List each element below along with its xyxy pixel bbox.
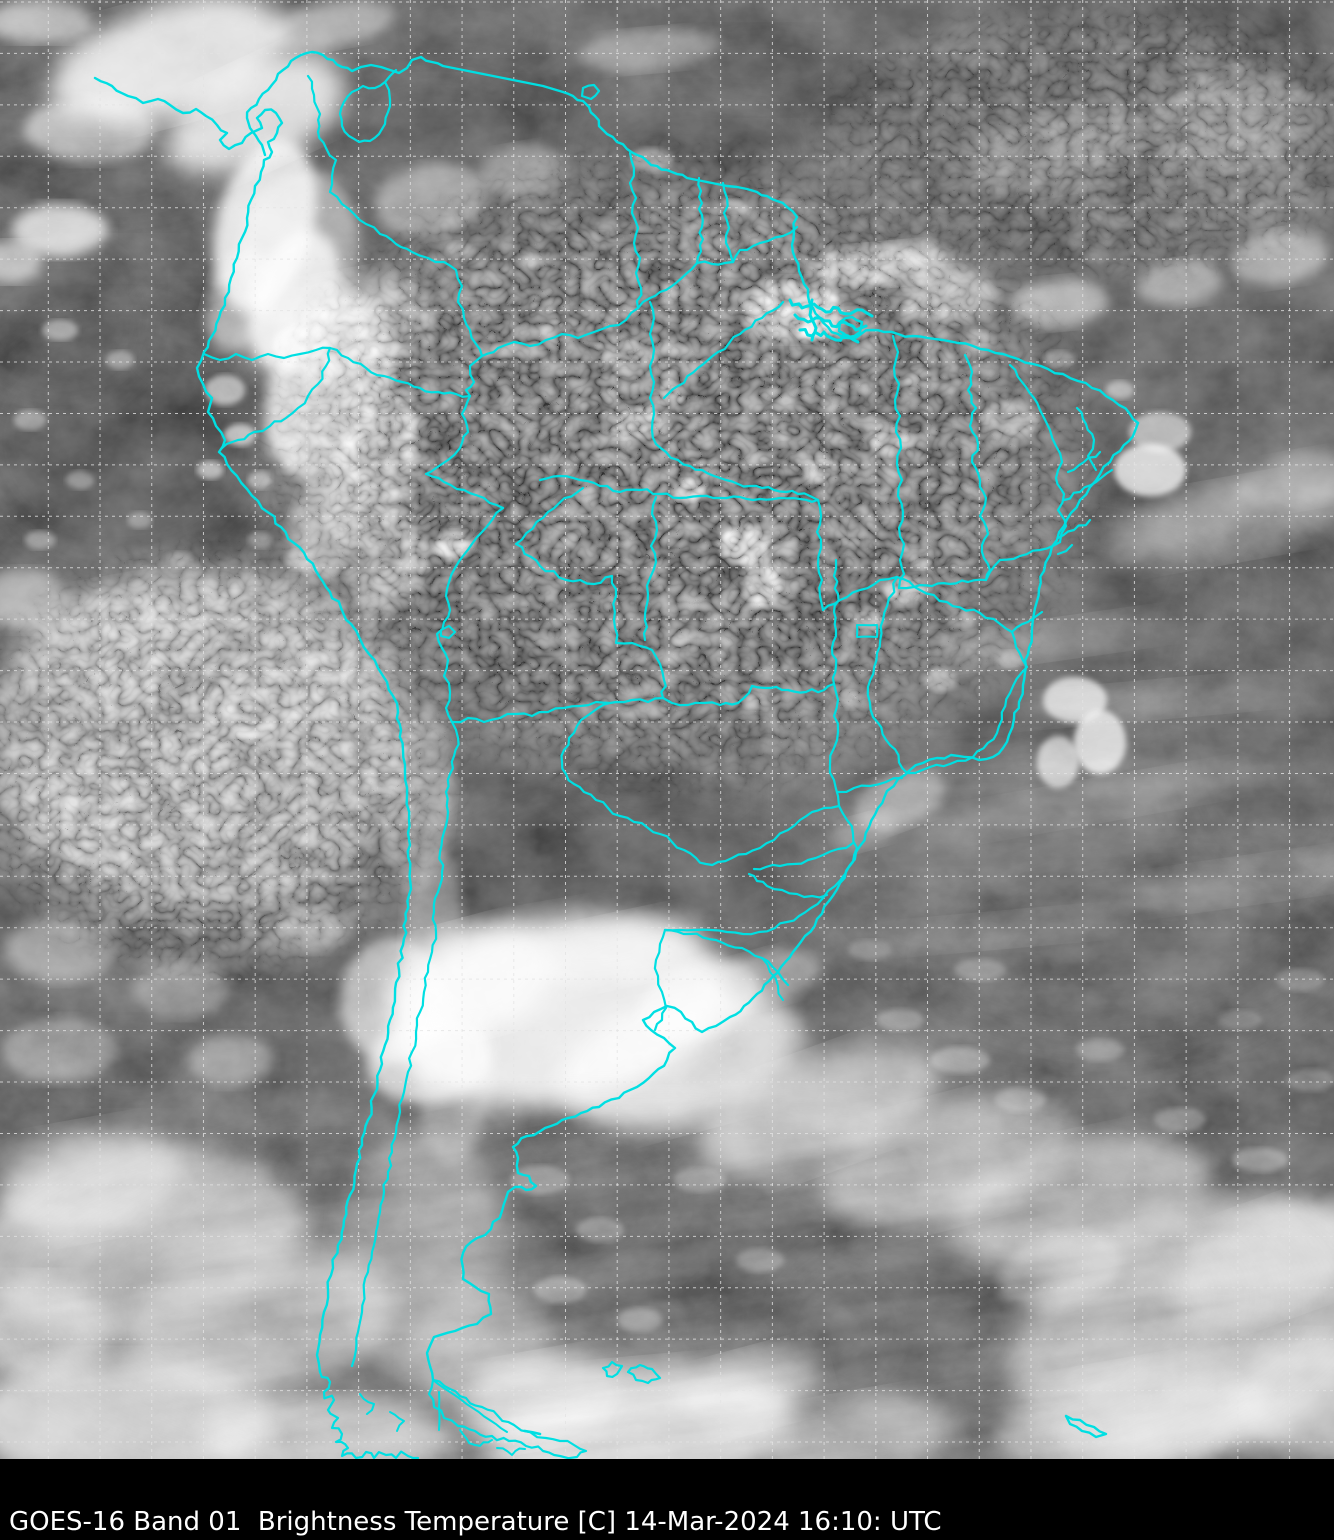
border-ve-gy — [628, 151, 643, 310]
border-pr-sc — [752, 841, 855, 871]
coast-pacific — [93, 76, 413, 1374]
amazon-mouth-1 — [788, 298, 874, 318]
islands-w-2 — [359, 1393, 375, 1415]
border-gf-br — [731, 225, 799, 264]
tdf-border-1 — [432, 1379, 508, 1433]
border-ma-pi — [963, 353, 992, 582]
border-pi-ce — [1008, 363, 1068, 544]
border-cl-bo — [442, 658, 454, 724]
border-ec-co — [202, 346, 332, 362]
satellite-image — [0, 0, 1334, 1459]
satellite-image-canvas — [0, 0, 1334, 1459]
border-pe-ba — [1056, 518, 1092, 540]
border-sp-pr — [836, 776, 904, 794]
border-co-ve — [306, 74, 484, 358]
falkland-w — [601, 1360, 624, 1379]
border-uy-br — [663, 928, 790, 987]
border-pb-pe — [1062, 468, 1114, 502]
border-sr-s — [695, 260, 735, 266]
border-se-al — [1056, 543, 1074, 556]
border-py-ar — [618, 804, 841, 867]
border-pe-bo — [435, 506, 505, 662]
islet-1 — [523, 1429, 542, 1436]
border-co-pe — [328, 346, 472, 398]
border-sc-rs — [747, 872, 829, 899]
border-uy-ar — [653, 928, 668, 1032]
border-am-south — [538, 474, 820, 503]
border-ms-sp-river — [830, 558, 840, 686]
border-ar-br — [663, 804, 859, 936]
border-gy-s — [636, 261, 699, 310]
border-ba-n — [984, 540, 1062, 582]
border-sr-gf — [721, 181, 735, 264]
lagoa-dos-patos — [761, 957, 784, 1001]
border-pe-br — [424, 394, 505, 510]
border-ce-pb — [1066, 450, 1102, 474]
border-co-br — [464, 354, 484, 398]
amazon-mouth-4 — [808, 298, 818, 342]
country-state-borders — [93, 50, 1140, 1459]
border-ro — [642, 495, 659, 642]
border-pa-ma — [891, 334, 906, 590]
lake-titicaca — [440, 625, 456, 639]
border-bo-br — [514, 486, 754, 707]
caption-bar: GOES-16 Band 01 Brightness Temperature [… — [0, 1459, 1334, 1540]
marajo — [837, 315, 864, 339]
tierra-del-fuego — [427, 1378, 588, 1459]
tdf-islands-1 — [459, 1429, 493, 1447]
latlon-grid — [0, 0, 1334, 1459]
south-georgia — [1064, 1414, 1108, 1439]
lake-maracaibo — [338, 68, 398, 144]
border-ba-to — [897, 578, 988, 590]
border-am-pa — [648, 300, 820, 502]
border-ec-pe — [220, 346, 332, 450]
tdf-islands-2 — [496, 1447, 526, 1456]
southern-ocean-streak-texture — [0, 937, 1334, 1459]
islands-w-1 — [389, 1411, 405, 1432]
border-es-ba — [1010, 610, 1044, 634]
border-pa-mt — [815, 498, 825, 612]
amazon-channel — [662, 300, 785, 400]
amazon-mouth-2 — [793, 313, 868, 332]
tdf-border-2 — [438, 1391, 441, 1431]
coast-atlantic — [425, 421, 1140, 1382]
border-mg-loop — [866, 575, 1029, 775]
trinidad — [580, 83, 601, 101]
border-bo-py — [560, 696, 665, 818]
border-py-br-n — [750, 682, 836, 694]
falkland-e — [626, 1363, 662, 1385]
border-gy-sr — [695, 176, 705, 265]
caption-text: GOES-16 Band 01 Brightness Temperature [… — [9, 1506, 942, 1537]
border-df — [856, 624, 879, 638]
border-ve-br — [480, 306, 640, 358]
border-cl-ar — [350, 720, 460, 1368]
border-py-br-e — [828, 682, 841, 808]
coast-fjords — [318, 1370, 420, 1459]
border-mt-go — [821, 575, 899, 612]
coast-north — [245, 50, 1140, 425]
border-bo-ar — [450, 700, 612, 724]
